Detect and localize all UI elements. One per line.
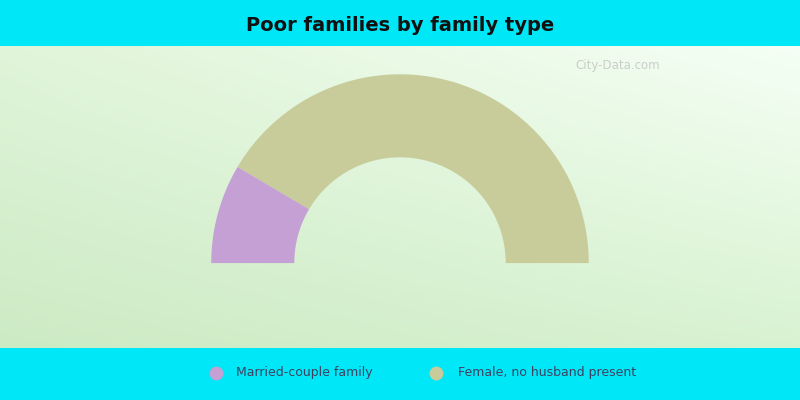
Text: Married-couple family: Married-couple family <box>236 366 373 380</box>
Polygon shape <box>211 167 309 263</box>
Text: Female, no husband present: Female, no husband present <box>458 366 636 380</box>
Text: City-Data.com: City-Data.com <box>576 59 661 72</box>
Text: Poor families by family type: Poor families by family type <box>246 16 554 35</box>
Polygon shape <box>238 74 589 263</box>
